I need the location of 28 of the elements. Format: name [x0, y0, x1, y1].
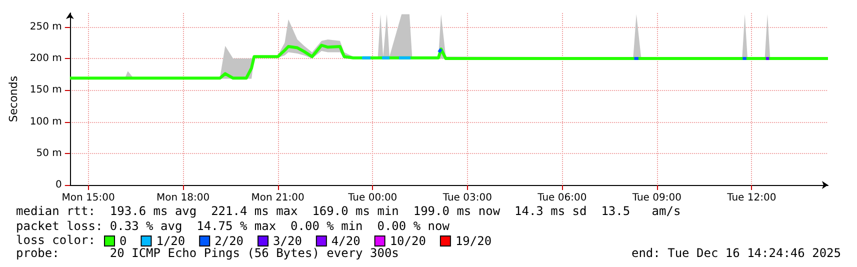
- x-tick-label: Tue 00:00: [347, 192, 398, 204]
- x-tick-label: Mon 21:00: [251, 192, 304, 204]
- y-tick-label: 250 m: [30, 21, 62, 32]
- legend-label: 10/20: [390, 234, 426, 248]
- text: probe: 20 ICMP Echo Pings (56 Bytes) every 300s: [16, 246, 399, 260]
- legend-title: loss color:: [16, 233, 96, 247]
- line-series: [68, 44, 830, 80]
- legend-label: 2/20: [214, 234, 244, 248]
- x-tick-label: Tue 12:00: [726, 192, 776, 204]
- y-tick-label: 0: [56, 180, 62, 190]
- y-tick-label: 50 m: [36, 148, 62, 159]
- y-tick-label: 100 m: [30, 116, 62, 128]
- legend-label: 1/20: [156, 234, 186, 248]
- legend-label: 19/20: [455, 234, 492, 248]
- y-tick-label: 200 m: [30, 53, 62, 64]
- x-tick-label: Tue 09:00: [631, 192, 682, 204]
- text: median rtt: 193.6 ms avg 221.4 ms max 169.0 ms min 199.0 ms now 14.3 ms sd 13.5 am/s: [16, 204, 681, 218]
- legend-label: 3/20: [273, 234, 302, 248]
- x-tick-label: Mon 15:00: [62, 192, 115, 204]
- y-tick-label: 150 m: [30, 84, 62, 96]
- text: packet loss: 0.33 % avg 14.75 % max 0.00 % min 0.00 % now: [16, 219, 450, 233]
- x-tick-label: Tue 03:00: [442, 192, 492, 204]
- legend-label: 0: [120, 234, 127, 248]
- y-axis-title: Seconds: [7, 76, 20, 122]
- text: end: Tue Dec 16 14:24:46 2025: [631, 246, 841, 260]
- legend-label: 4/20: [331, 234, 360, 248]
- x-tick-label: Tue 06:00: [536, 192, 587, 204]
- x-tick-label: Mon 18:00: [156, 192, 210, 204]
